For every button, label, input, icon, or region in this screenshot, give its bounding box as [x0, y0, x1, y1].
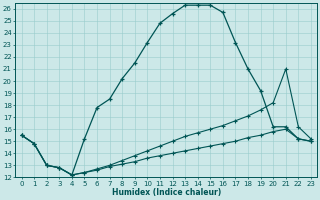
X-axis label: Humidex (Indice chaleur): Humidex (Indice chaleur) — [112, 188, 221, 197]
